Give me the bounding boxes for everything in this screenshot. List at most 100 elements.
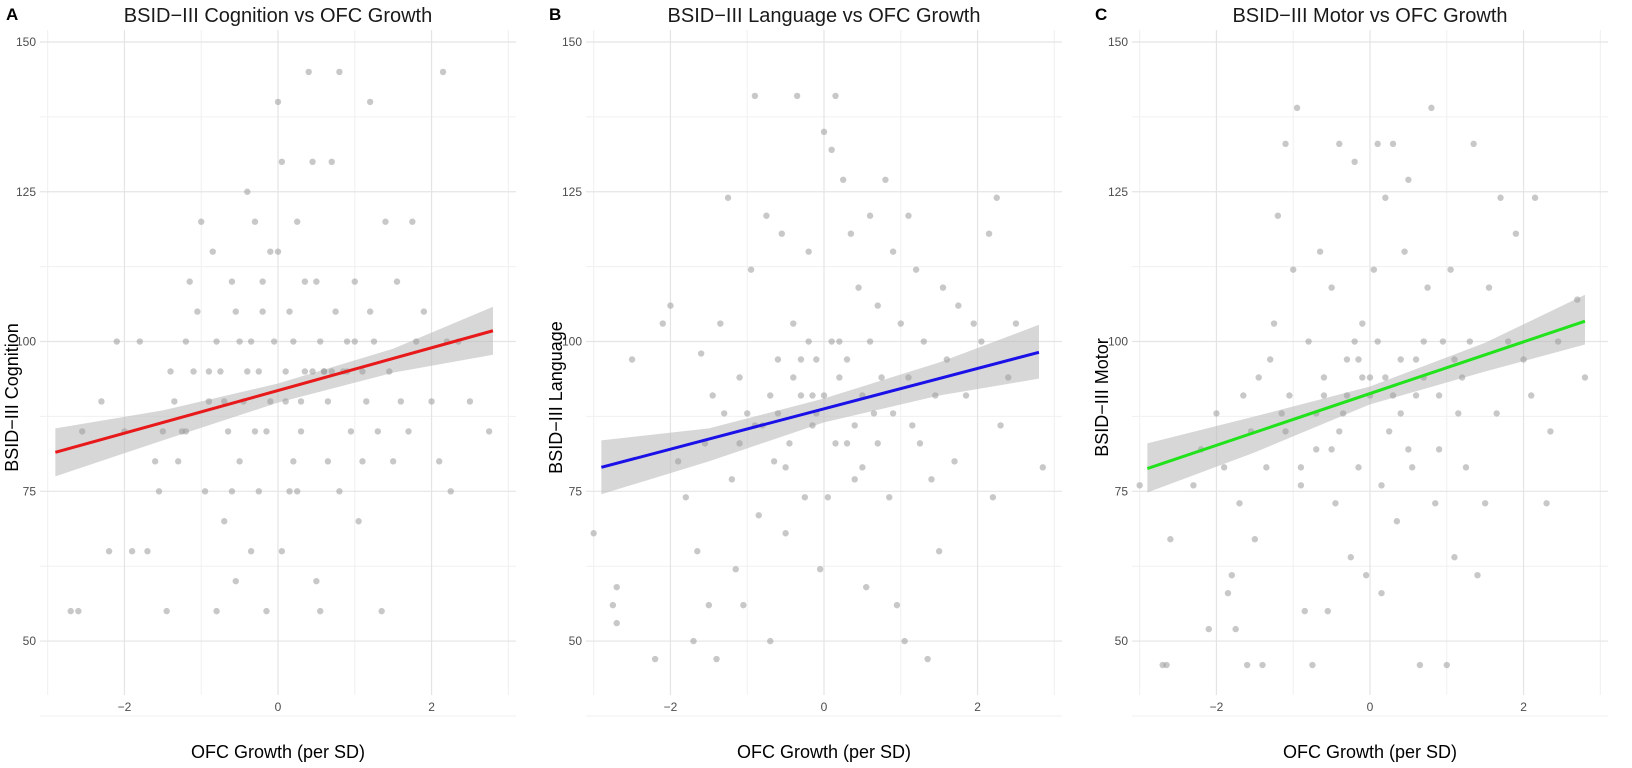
data-point: [297, 428, 305, 435]
data-point: [1393, 518, 1401, 525]
data-point: [201, 488, 209, 495]
data-point: [98, 398, 105, 405]
data-point: [286, 308, 293, 315]
panel-letter: A: [6, 5, 18, 24]
data-point: [782, 464, 789, 471]
data-point: [651, 655, 659, 663]
data-point: [1005, 374, 1012, 381]
x-tick-label: −2: [1210, 700, 1224, 714]
data-point: [144, 548, 151, 555]
data-point: [1359, 320, 1366, 327]
data-point: [805, 338, 812, 345]
data-point: [317, 338, 324, 345]
data-point: [236, 338, 243, 345]
data-point: [255, 488, 263, 495]
data-point: [198, 218, 205, 225]
data-point: [397, 398, 405, 405]
data-point: [924, 655, 931, 663]
data-point: [797, 356, 805, 363]
data-point: [859, 464, 866, 471]
data-point: [466, 398, 474, 405]
data-point: [274, 248, 282, 255]
data-point: [1290, 266, 1297, 273]
data-point: [1355, 464, 1362, 471]
data-point: [1332, 500, 1339, 507]
data-point: [267, 398, 274, 405]
data-point: [1190, 482, 1197, 489]
data-point: [263, 607, 270, 615]
data-point: [328, 368, 335, 375]
data-point: [1520, 356, 1527, 363]
data-point: [985, 230, 993, 237]
data-point: [1266, 356, 1274, 363]
data-point: [301, 368, 309, 375]
data-point: [993, 194, 1000, 201]
data-point: [128, 548, 136, 555]
data-point: [1163, 661, 1170, 669]
data-point: [886, 494, 893, 501]
data-point: [1220, 464, 1228, 471]
data-point: [251, 218, 259, 225]
data-point: [263, 428, 270, 435]
y-tick-label: 50: [1115, 634, 1129, 648]
data-point: [851, 476, 858, 483]
panel-title: BSID−III Cognition vs OFC Growth: [124, 5, 432, 27]
data-point: [209, 248, 216, 255]
y-tick-label: 75: [23, 484, 37, 498]
data-point: [1343, 356, 1351, 363]
data-point: [1309, 661, 1316, 669]
data-point: [866, 338, 874, 345]
data-point: [839, 176, 847, 183]
data-point: [485, 428, 493, 435]
data-point: [836, 374, 843, 381]
data-point: [939, 284, 947, 291]
data-point: [182, 428, 190, 435]
data-point: [439, 68, 447, 76]
panel-c: 50 75 100 125 150 −2 0 2 BSID−III Motor vs OFC G…: [1092, 5, 1608, 762]
data-point: [113, 338, 120, 345]
regression-line: [54, 329, 494, 454]
data-point: [889, 410, 897, 417]
y-axis-label: BSID−III Cognition: [2, 323, 22, 472]
data-point: [1543, 500, 1550, 507]
data-point: [1512, 230, 1520, 237]
data-point: [755, 512, 762, 519]
data-point: [1297, 464, 1305, 471]
data-point: [1389, 140, 1397, 148]
data-point: [1263, 464, 1270, 471]
data-point: [167, 368, 174, 375]
data-point: [790, 320, 797, 327]
data-point: [190, 368, 197, 375]
data-point: [1224, 589, 1232, 597]
data-point: [978, 338, 985, 345]
data-point: [828, 146, 835, 154]
data-point: [836, 338, 843, 345]
data-point: [997, 422, 1004, 429]
data-point: [290, 458, 297, 465]
data-point: [1336, 140, 1343, 148]
data-point: [274, 98, 282, 106]
data-point: [228, 278, 236, 285]
data-point: [820, 392, 828, 399]
data-point: [674, 458, 682, 465]
data-point: [916, 440, 924, 447]
data-point: [705, 601, 713, 609]
data-point: [232, 308, 239, 315]
data-point: [290, 338, 297, 345]
data-point: [893, 601, 901, 609]
data-point: [1401, 248, 1408, 255]
data-point: [778, 230, 785, 237]
data-point: [1497, 194, 1504, 201]
data-point: [1412, 392, 1420, 399]
data-point: [1405, 446, 1412, 453]
panel-title: BSID−III Motor vs OFC Growth: [1232, 5, 1507, 27]
data-point: [393, 278, 401, 285]
data-point: [1493, 410, 1500, 417]
data-point: [363, 398, 370, 405]
data-point: [920, 338, 928, 345]
data-point: [1251, 536, 1259, 543]
data-point: [317, 607, 324, 615]
data-point: [136, 338, 144, 345]
data-point: [1466, 338, 1474, 345]
